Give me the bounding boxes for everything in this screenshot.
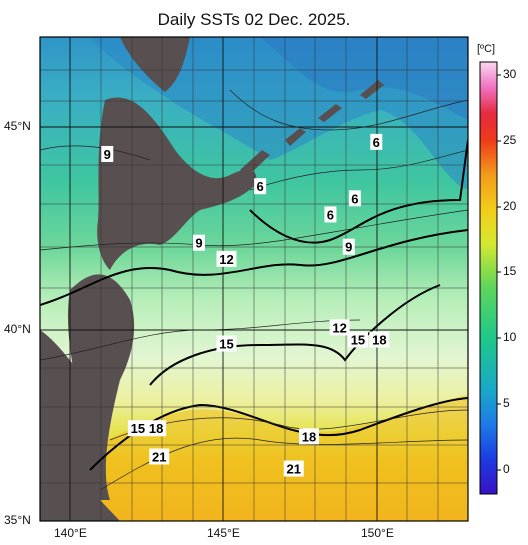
contour-label: 15 bbox=[219, 337, 233, 352]
lat-label-35: 35°N bbox=[4, 513, 31, 527]
contour-label-bg bbox=[101, 145, 114, 162]
contour-label-bg bbox=[254, 178, 267, 195]
contour-label: 21 bbox=[287, 462, 301, 477]
asian-continent-land bbox=[40, 37, 120, 521]
colorbar-tick-label: 30 bbox=[503, 67, 517, 81]
lat-label-40: 40°N bbox=[4, 322, 31, 336]
sakhalin-land bbox=[120, 37, 190, 92]
contour-label-bg bbox=[370, 133, 383, 150]
contour-labels: 9 6 6 6 6 9 9 12 12 15 18 15 15 18 18 21 21 bbox=[101, 133, 390, 477]
contour-label: 9 bbox=[195, 236, 202, 251]
hokkaido-land bbox=[97, 97, 257, 270]
colorbar-tick-label: 25 bbox=[503, 133, 517, 147]
contour-label-bg bbox=[299, 428, 320, 445]
contour-label-bg bbox=[324, 206, 337, 223]
contour-label-bg bbox=[283, 460, 304, 477]
colorbar-tick-label: 20 bbox=[503, 199, 517, 213]
contour-label-bg bbox=[369, 331, 390, 348]
contour-label: 18 bbox=[372, 333, 386, 348]
contour-label-bg bbox=[342, 238, 355, 255]
graticule bbox=[40, 37, 468, 521]
contour-label: 18 bbox=[149, 421, 163, 436]
contour-15 bbox=[149, 284, 441, 386]
colorbar-tick-label: 5 bbox=[503, 396, 510, 410]
contour-label: 6 bbox=[327, 207, 334, 222]
contour-label: 9 bbox=[345, 240, 352, 255]
major-graticule bbox=[40, 37, 468, 521]
contour-label-bg bbox=[329, 319, 350, 336]
contour-label-bg bbox=[347, 331, 368, 348]
map-frame bbox=[39, 36, 469, 522]
colorbar-tick-marks bbox=[497, 74, 501, 471]
colorbar-tick-label: 10 bbox=[503, 330, 517, 344]
contour-label: 12 bbox=[332, 320, 346, 335]
lon-label-145: 145°E bbox=[207, 526, 240, 540]
contour-label-bg bbox=[216, 335, 237, 352]
contour-12 bbox=[40, 229, 468, 306]
colorbar bbox=[479, 61, 498, 495]
contour-label: 9 bbox=[104, 147, 111, 162]
lon-label-150: 150°E bbox=[361, 526, 394, 540]
lon-label-140: 140°E bbox=[54, 526, 87, 540]
colorbar-tick-label: 15 bbox=[503, 264, 517, 278]
contour-label: 12 bbox=[219, 252, 233, 267]
contour-label-bg bbox=[149, 448, 170, 465]
colorbar-unit: [ºC] bbox=[477, 43, 496, 55]
contour-label: 21 bbox=[152, 449, 166, 464]
lat-label-45: 45°N bbox=[4, 119, 31, 133]
map-title: Daily SSTs 02 Dec. 2025. bbox=[157, 10, 351, 29]
contour-9 bbox=[249, 139, 468, 244]
contour-label: 6 bbox=[351, 191, 358, 206]
contour-label-bg bbox=[127, 420, 148, 437]
contour-label: 6 bbox=[373, 135, 380, 150]
contour-label: 15 bbox=[351, 333, 365, 348]
contour-label-bg bbox=[192, 234, 205, 251]
contour-label: 6 bbox=[256, 179, 263, 194]
contour-label: 18 bbox=[302, 429, 316, 444]
contour-label: 15 bbox=[131, 421, 145, 436]
contour-label-bg bbox=[146, 420, 167, 437]
contour-label-bg bbox=[348, 190, 361, 207]
contour-label-bg bbox=[216, 250, 237, 267]
colorbar-tick-label: 0 bbox=[503, 462, 510, 476]
